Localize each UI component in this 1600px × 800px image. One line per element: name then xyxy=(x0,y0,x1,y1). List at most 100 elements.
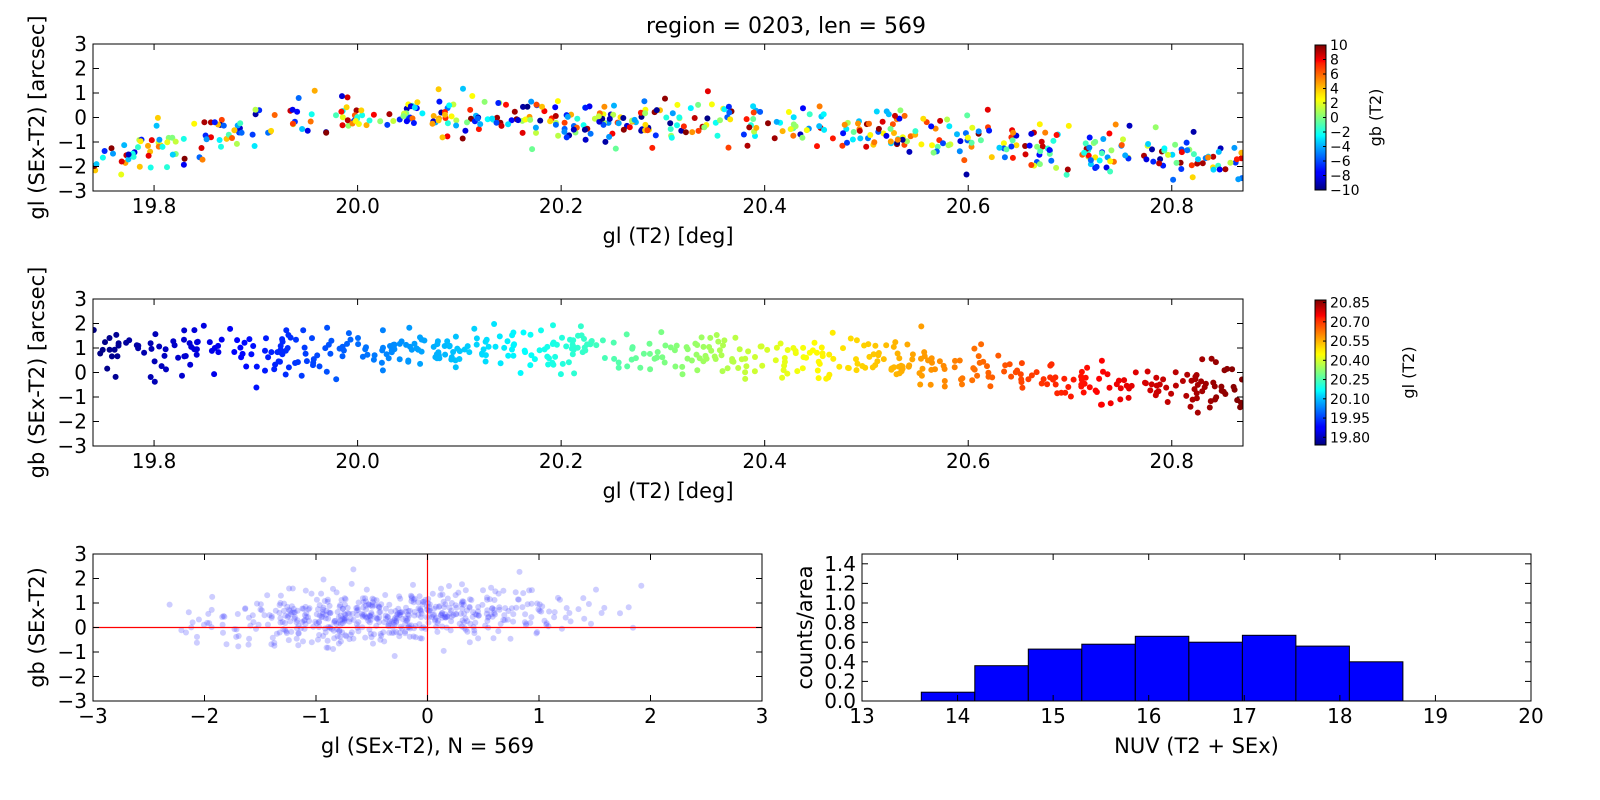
data-point xyxy=(108,353,115,360)
data-point xyxy=(466,603,473,610)
data-point xyxy=(325,644,332,651)
data-point xyxy=(781,358,788,365)
data-point xyxy=(383,351,390,358)
data-point xyxy=(1233,156,1240,163)
data-point xyxy=(516,568,523,575)
data-point xyxy=(475,612,482,619)
data-point xyxy=(857,135,864,142)
data-point xyxy=(1010,129,1017,136)
data-point xyxy=(164,139,171,146)
x-tick-label: 19.8 xyxy=(132,194,177,218)
data-point xyxy=(649,144,656,151)
colorbar-tick-label: 19.80 xyxy=(1330,430,1370,446)
data-point xyxy=(111,346,118,353)
data-point xyxy=(780,367,787,374)
data-point xyxy=(964,134,971,141)
data-point xyxy=(779,374,786,381)
data-point xyxy=(410,599,417,606)
data-point xyxy=(700,343,707,350)
data-point xyxy=(750,116,757,122)
data-point xyxy=(522,611,529,618)
data-point xyxy=(1047,362,1054,369)
data-point xyxy=(489,605,496,612)
data-point xyxy=(464,343,471,350)
data-point xyxy=(112,373,119,380)
data-point xyxy=(251,143,258,149)
data-point xyxy=(93,161,100,168)
data-point xyxy=(620,115,627,121)
data-point xyxy=(121,142,128,149)
data-point xyxy=(313,611,320,618)
data-point xyxy=(1199,356,1206,363)
histogram-bar xyxy=(974,665,1029,702)
data-point xyxy=(559,334,565,341)
data-point xyxy=(293,336,299,343)
data-point xyxy=(520,103,526,110)
data-point xyxy=(410,596,417,603)
data-point xyxy=(347,616,354,622)
colorbar-tick-label: 8 xyxy=(1330,53,1339,69)
data-point xyxy=(1082,140,1089,147)
data-point xyxy=(1172,141,1179,148)
data-point xyxy=(441,614,448,620)
data-point xyxy=(338,597,345,603)
data-point xyxy=(1210,166,1217,173)
data-point xyxy=(679,363,686,370)
data-point xyxy=(333,376,340,383)
colorbar-tick-label: 20.55 xyxy=(1330,334,1370,350)
data-point xyxy=(466,349,473,356)
data-point xyxy=(316,612,323,619)
data-point xyxy=(404,615,411,622)
data-point xyxy=(294,617,301,624)
data-point xyxy=(549,341,556,347)
data-point xyxy=(1198,378,1205,385)
data-point xyxy=(378,359,385,366)
data-point xyxy=(1065,384,1072,390)
data-point xyxy=(360,604,367,611)
data-point xyxy=(495,100,502,106)
data-point xyxy=(1143,156,1150,163)
data-point xyxy=(378,632,385,639)
data-point xyxy=(106,335,113,341)
data-point xyxy=(1087,157,1094,164)
data-point xyxy=(281,607,287,614)
data-point xyxy=(484,596,491,603)
x-axis-label: gl (T2) [deg] xyxy=(602,224,733,248)
data-point xyxy=(301,617,308,624)
data-point xyxy=(839,142,846,149)
data-point xyxy=(1042,129,1049,136)
data-point xyxy=(276,609,283,616)
data-point xyxy=(510,352,517,359)
colorbar-tick-label: 20.10 xyxy=(1330,392,1370,408)
data-point xyxy=(282,627,289,634)
data-point xyxy=(417,360,424,367)
data-point xyxy=(1152,124,1159,131)
data-point xyxy=(242,606,249,612)
data-point xyxy=(1036,121,1043,128)
data-point xyxy=(668,134,675,141)
data-point xyxy=(336,628,343,635)
data-point xyxy=(101,148,108,154)
data-point xyxy=(450,612,457,619)
data-point xyxy=(539,603,546,610)
data-point xyxy=(355,606,361,613)
data-point xyxy=(426,601,433,608)
data-point xyxy=(829,329,836,336)
data-point xyxy=(379,367,386,374)
data-point xyxy=(1052,381,1059,388)
data-point xyxy=(316,363,323,370)
data-point xyxy=(732,334,739,341)
data-point xyxy=(1165,151,1171,158)
data-point xyxy=(181,336,187,343)
data-point xyxy=(384,613,391,620)
data-point xyxy=(408,593,415,600)
data-point xyxy=(277,615,284,622)
data-point xyxy=(561,119,568,126)
y-tick-label: −2 xyxy=(58,665,87,689)
data-point xyxy=(292,614,298,621)
data-point xyxy=(377,118,384,125)
data-point xyxy=(303,613,310,620)
data-point xyxy=(757,343,764,350)
data-point xyxy=(335,614,342,621)
data-point xyxy=(104,365,111,372)
